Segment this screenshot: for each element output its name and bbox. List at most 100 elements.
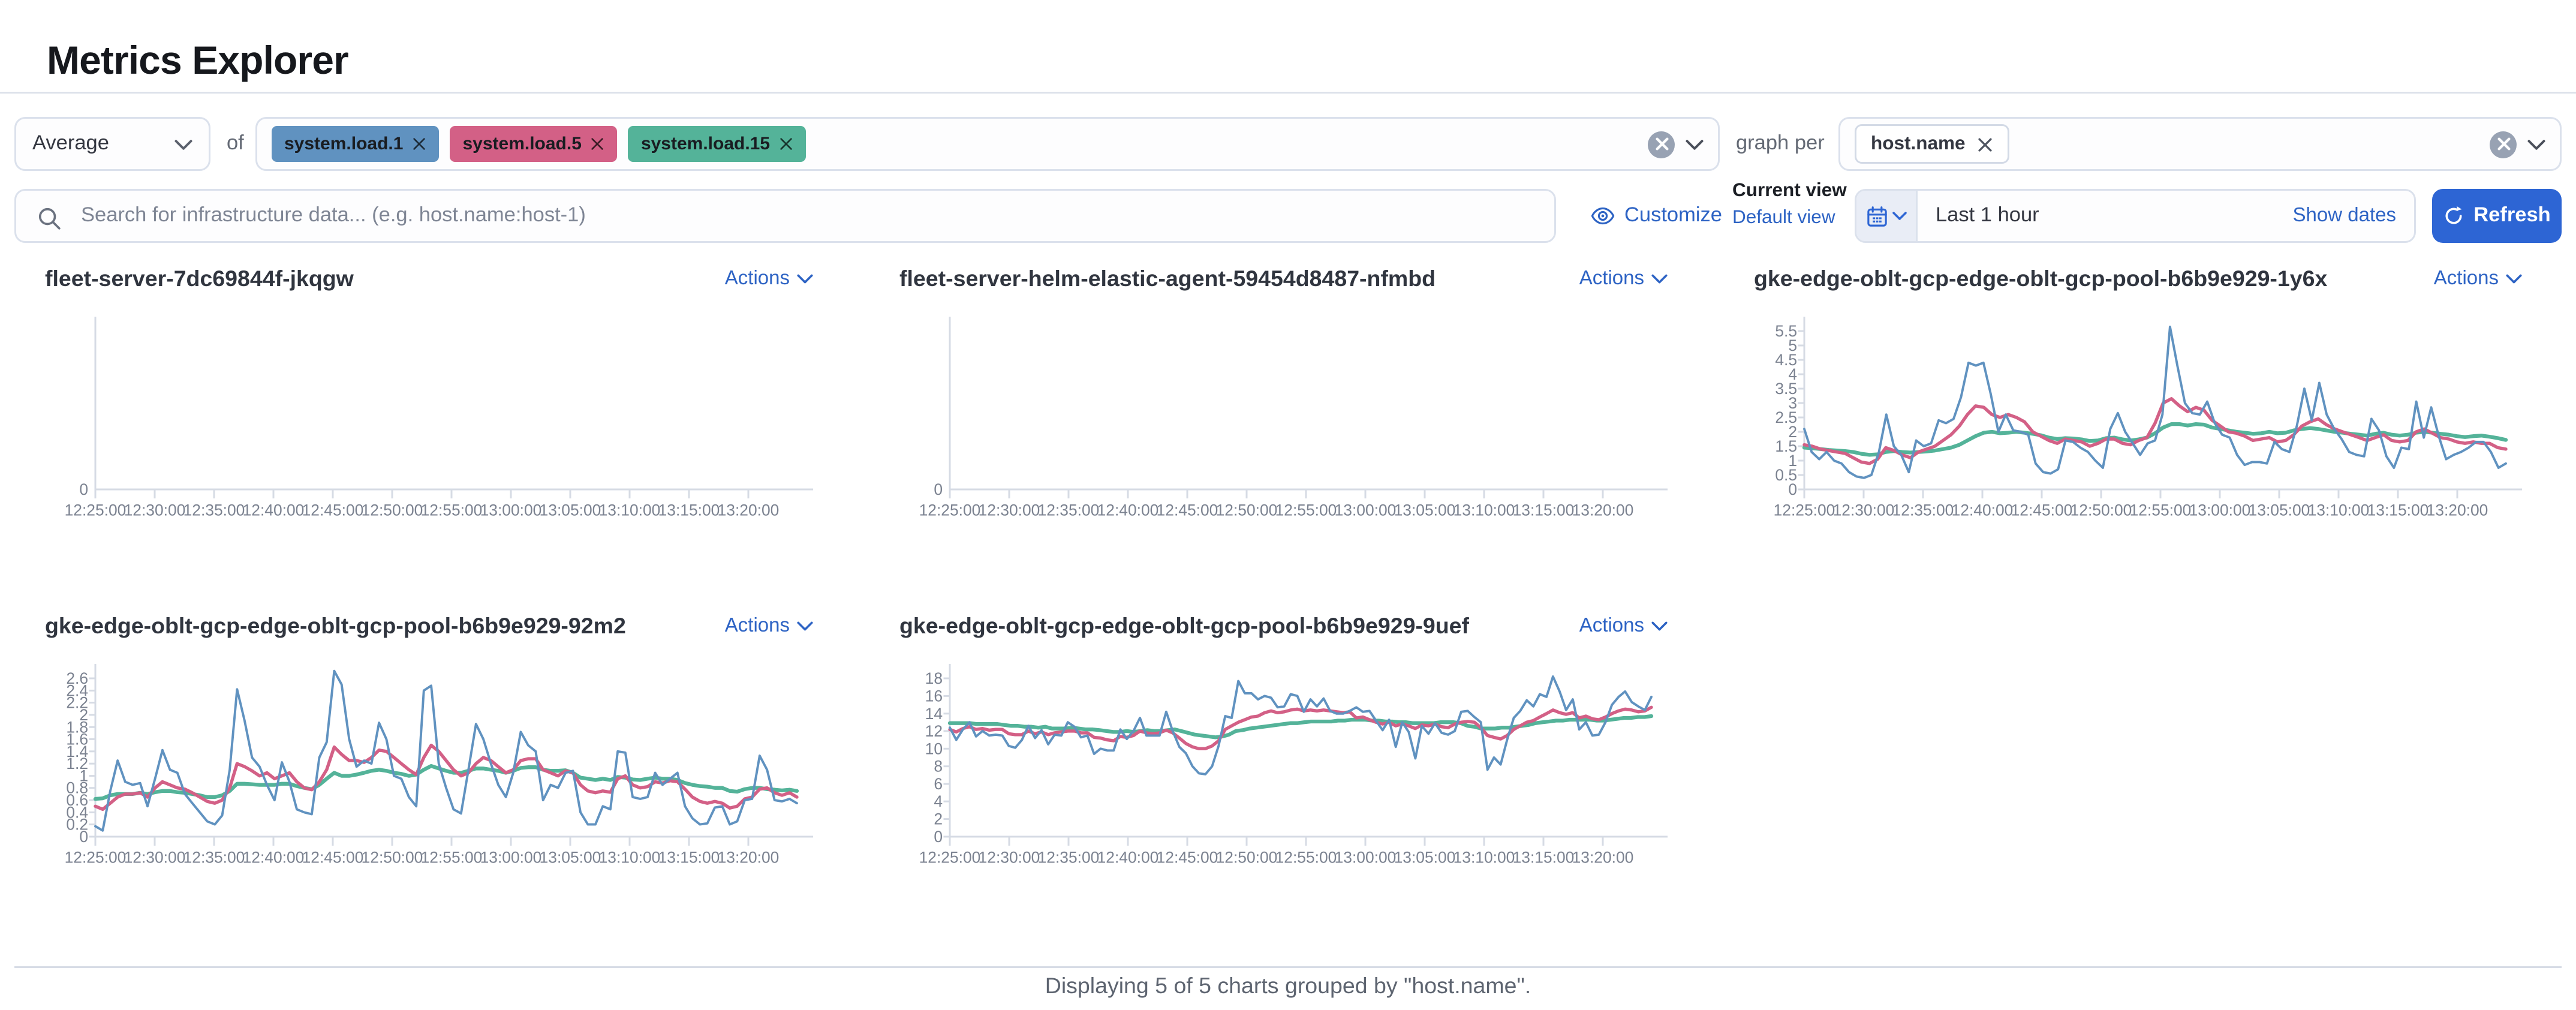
line-chart: 12:25:0012:30:0012:35:0012:40:0012:45:00… xyxy=(65,317,813,519)
series-system.load.1 xyxy=(1803,325,2507,479)
group-by-combobox[interactable]: host.name xyxy=(1838,117,2562,171)
clear-group-by-button[interactable] xyxy=(2490,130,2517,158)
x-axis-label: 13:20:00 xyxy=(718,501,780,519)
refresh-button[interactable]: Refresh xyxy=(2432,189,2562,243)
remove-metric-icon[interactable] xyxy=(412,137,426,152)
chart-actions-button[interactable]: Actions xyxy=(1579,615,1668,637)
y-axis-label: 5.5 xyxy=(1775,322,1797,340)
x-axis-label: 12:55:00 xyxy=(421,501,483,519)
x-axis-label: 12:50:00 xyxy=(362,849,423,867)
remove-metric-icon[interactable] xyxy=(591,137,605,152)
x-axis-label: 12:55:00 xyxy=(2130,501,2192,519)
x-axis-label: 13:20:00 xyxy=(718,849,780,867)
close-icon xyxy=(1654,137,1668,151)
clear-metrics-button[interactable] xyxy=(1648,130,1675,158)
x-axis-label: 13:10:00 xyxy=(599,501,661,519)
chevron-down-icon[interactable] xyxy=(1686,138,1704,151)
search-input[interactable] xyxy=(77,203,1536,229)
x-axis-label: 12:45:00 xyxy=(302,501,364,519)
x-axis-label: 12:25:00 xyxy=(919,849,981,867)
x-axis-label: 12:30:00 xyxy=(979,849,1040,867)
x-axis-label: 12:25:00 xyxy=(1774,501,1835,519)
calendar-icon xyxy=(1867,205,1887,226)
current-view-label: Current view xyxy=(1732,180,1847,202)
chart-card: fleet-server-7dc69844f-jkqgw Actions 12:25… xyxy=(45,264,813,533)
refresh-icon xyxy=(2445,206,2462,224)
x-axis-label: 12:30:00 xyxy=(979,501,1040,519)
y-axis-label: 0.2 xyxy=(66,816,88,834)
y-axis-label: 12 xyxy=(925,722,943,740)
x-axis-label: 12:35:00 xyxy=(1038,501,1100,519)
y-axis-label: 2.6 xyxy=(66,669,88,687)
chevron-down-icon xyxy=(797,274,813,284)
metric-badge[interactable]: system.load.15 xyxy=(628,126,806,163)
time-range-value[interactable]: Last 1 hour xyxy=(1936,205,2039,227)
show-dates-link[interactable]: Show dates xyxy=(2292,205,2396,227)
x-axis-label: 12:25:00 xyxy=(919,501,981,519)
y-axis-label: 4.5 xyxy=(1775,351,1797,369)
remove-group-by-icon[interactable] xyxy=(1976,136,1993,152)
x-axis-label: 12:45:00 xyxy=(302,849,364,867)
y-axis-label: 2.4 xyxy=(66,681,88,699)
y-axis-label: 0.5 xyxy=(1775,466,1797,484)
page-title: Metrics Explorer xyxy=(47,37,349,83)
chevron-down-icon xyxy=(2506,274,2522,284)
group-by-badge-label: host.name xyxy=(1871,133,1966,155)
customize-button[interactable]: Customize xyxy=(1590,189,1722,243)
y-axis-label: 2 xyxy=(79,706,88,724)
chart-actions-label: Actions xyxy=(1579,268,1644,290)
close-icon xyxy=(2496,137,2510,151)
aggregation-select[interactable]: Average xyxy=(14,117,210,171)
metric-badges-group: system.load.1 system.load.5 system.load.15 xyxy=(272,125,806,163)
x-axis-label: 13:00:00 xyxy=(2189,501,2251,519)
x-axis-label: 12:30:00 xyxy=(124,501,186,519)
chevron-down-icon[interactable] xyxy=(2527,138,2545,151)
x-axis-label: 12:45:00 xyxy=(1157,849,1218,867)
chart-title: gke-edge-oblt-gcp-edge-oblt-gcp-pool-b6b… xyxy=(899,614,1470,639)
chart-card: gke-edge-oblt-gcp-edge-oblt-gcp-pool-b6b… xyxy=(899,612,1668,880)
chevron-down-icon xyxy=(797,621,813,631)
metric-badge[interactable]: system.load.5 xyxy=(450,126,618,163)
x-axis-label: 12:25:00 xyxy=(65,849,127,867)
x-axis-label: 12:45:00 xyxy=(1157,501,1218,519)
calendar-menu-button[interactable] xyxy=(1856,191,1918,241)
default-view-link[interactable]: Default view xyxy=(1732,206,1835,228)
time-range-picker: Last 1 hour Show dates xyxy=(1855,189,2416,243)
chevron-down-icon xyxy=(1651,274,1668,284)
x-axis-label: 13:10:00 xyxy=(1453,849,1515,867)
y-axis-label: 0 xyxy=(79,480,88,498)
group-by-badge[interactable]: host.name xyxy=(1855,124,2009,164)
y-axis-label: 6 xyxy=(934,775,943,793)
x-axis-label: 12:55:00 xyxy=(421,849,483,867)
y-axis-label: 2 xyxy=(934,810,943,828)
x-axis-label: 13:05:00 xyxy=(2249,501,2310,519)
y-axis-label: 1 xyxy=(79,767,88,785)
chart-actions-label: Actions xyxy=(724,268,790,290)
metrics-combobox[interactable]: system.load.1 system.load.5 system.load.15 xyxy=(255,117,1720,171)
series-system.load.1 xyxy=(949,675,1653,775)
chart-title: gke-edge-oblt-gcp-edge-oblt-gcp-pool-b6b… xyxy=(1754,266,2328,291)
chart-actions-button[interactable]: Actions xyxy=(725,268,813,290)
x-axis-label: 13:05:00 xyxy=(540,501,601,519)
chart-title: fleet-server-helm-elastic-agent-59454d84… xyxy=(899,266,1436,291)
chart-actions-button[interactable]: Actions xyxy=(1579,268,1668,290)
y-axis-label: 1.2 xyxy=(66,755,88,772)
y-axis-label: 0.8 xyxy=(66,779,88,797)
y-axis-label: 14 xyxy=(925,705,943,723)
y-axis-label: 1.5 xyxy=(1775,437,1797,455)
x-axis-label: 12:25:00 xyxy=(65,501,127,519)
chart-actions-button[interactable]: Actions xyxy=(2434,268,2522,290)
x-axis-label: 13:00:00 xyxy=(1335,501,1397,519)
chart-actions-button[interactable]: Actions xyxy=(725,615,813,637)
remove-metric-icon[interactable] xyxy=(779,137,793,152)
y-axis-label: 1 xyxy=(1788,452,1797,470)
x-axis-label: 13:20:00 xyxy=(1572,849,1634,867)
x-axis-label: 12:50:00 xyxy=(1216,849,1278,867)
x-axis-label: 12:50:00 xyxy=(2071,501,2132,519)
metric-badge[interactable]: system.load.1 xyxy=(272,126,440,163)
x-axis-label: 13:15:00 xyxy=(1513,501,1575,519)
view-switcher: Current view Default view xyxy=(1732,178,1851,230)
x-axis-label: 12:50:00 xyxy=(1216,501,1278,519)
y-axis-label: 2.2 xyxy=(66,694,88,712)
